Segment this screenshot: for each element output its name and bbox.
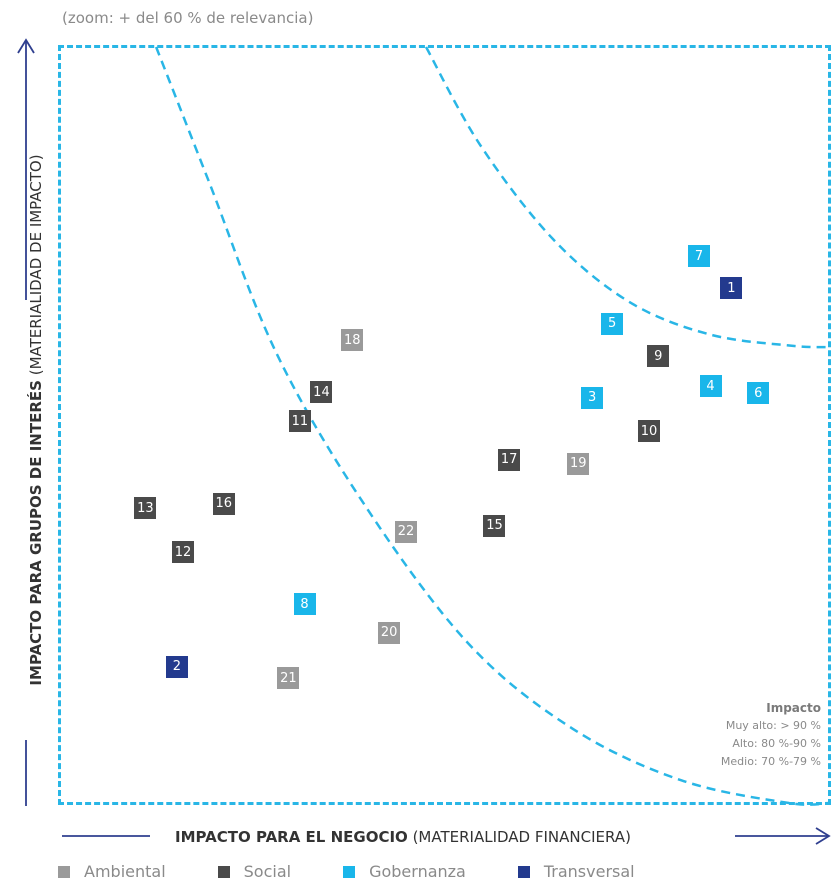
category-legend: Ambiental Social Gobernanza Transversal	[58, 862, 687, 881]
legend-swatch-transversal	[517, 865, 530, 878]
marker-10: 10	[638, 420, 661, 443]
marker-19: 19	[567, 452, 590, 475]
x-axis-label-bold: IMPACTO PARA EL NEGOCIO	[175, 828, 408, 846]
marker-22: 22	[395, 520, 418, 543]
legend-label-social: Social	[243, 862, 292, 881]
marker-21: 21	[277, 667, 300, 690]
x-axis-arrowhead	[815, 827, 831, 845]
marker-9: 9	[647, 345, 670, 368]
impact-legend-item-medio: Medio: 70 %-79 %	[720, 755, 821, 768]
legend-label-transversal: Transversal	[543, 862, 635, 881]
marker-8: 8	[293, 593, 316, 616]
legend-swatch-social	[217, 865, 230, 878]
threshold-curve-muy-alto	[424, 46, 830, 349]
x-axis-label: IMPACTO PARA EL NEGOCIO (MATERIALIDAD FI…	[175, 828, 631, 846]
legend-swatch-gobernanza	[343, 865, 356, 878]
marker-2: 2	[165, 655, 188, 678]
x-axis-arrow	[62, 827, 831, 845]
marker-11: 11	[288, 410, 311, 433]
impact-legend-item-muy-alto: Muy alto: > 90 %	[725, 719, 821, 732]
legend-item-gobernanza: Gobernanza	[343, 862, 466, 881]
threshold-curves	[154, 46, 830, 806]
legend-label-ambiental: Ambiental	[84, 862, 166, 881]
y-axis-label-light: (MATERIALIDAD DE IMPACTO)	[27, 154, 45, 376]
marker-14: 14	[310, 381, 333, 404]
y-axis-arrowhead	[17, 38, 35, 54]
marker-1: 1	[720, 277, 743, 300]
legend-swatch-ambiental	[58, 865, 70, 878]
legend-item-transversal: Transversal	[517, 862, 635, 881]
marker-7: 7	[688, 245, 711, 268]
marker-20: 20	[378, 621, 401, 644]
legend-item-social: Social	[217, 862, 292, 881]
impact-legend-title: Impacto	[766, 701, 821, 715]
marker-6: 6	[747, 382, 770, 405]
marker-5: 5	[601, 312, 624, 335]
marker-16: 16	[212, 492, 235, 515]
y-axis-label-bold: IMPACTO PARA GRUPOS DE INTERÉS	[27, 380, 45, 686]
threshold-curve-alto	[154, 46, 830, 806]
legend-item-ambiental: Ambiental	[58, 862, 166, 881]
marker-13: 13	[134, 497, 157, 520]
legend-label-gobernanza: Gobernanza	[369, 862, 466, 881]
zoom-note: (zoom: + del 60 % de relevancia)	[62, 9, 314, 27]
marker-15: 15	[483, 514, 506, 537]
x-axis-label-light: (MATERIALIDAD FINANCIERA)	[412, 828, 631, 846]
marker-12: 12	[172, 541, 195, 563]
plot-frame	[58, 45, 831, 805]
marker-3: 3	[581, 386, 604, 409]
y-axis-label: IMPACTO PARA GRUPOS DE INTERÉS (MATERIAL…	[27, 154, 45, 685]
y-axis-arrow	[17, 38, 35, 806]
marker-18: 18	[341, 329, 364, 352]
impact-legend: Impacto Muy alto: > 90 % Alto: 80 %-90 %…	[721, 699, 821, 771]
marker-17: 17	[498, 448, 521, 471]
impact-legend-item-alto: Alto: 80 %-90 %	[732, 737, 821, 750]
marker-4: 4	[699, 375, 722, 398]
